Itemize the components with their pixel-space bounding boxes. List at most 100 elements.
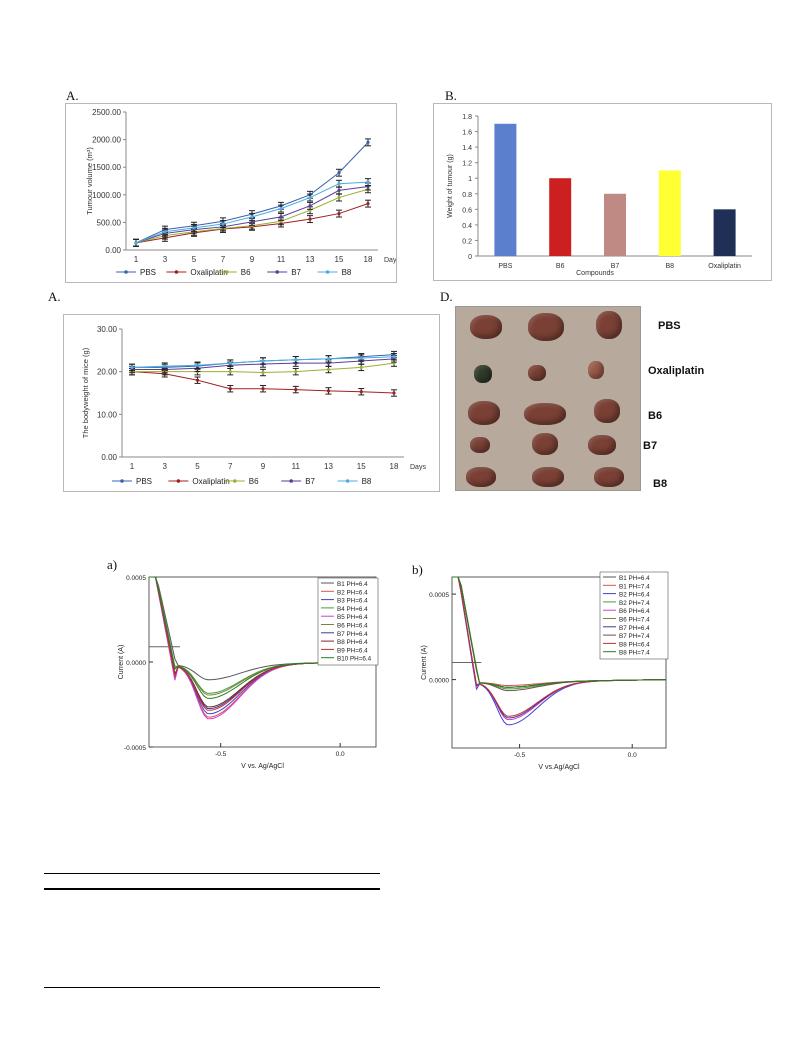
legend-label: B4 PH=6.4 — [337, 606, 368, 613]
y-tick-label: 0.4 — [462, 223, 472, 230]
legend-label: B6 PH=7.4 — [619, 617, 650, 624]
data-point — [337, 182, 341, 186]
x-tick-label: 13 — [324, 462, 333, 471]
y-tick-label: 0.00 — [101, 453, 117, 462]
data-point — [308, 204, 312, 208]
legend-label: B8 PH=6.4 — [619, 641, 650, 648]
data-point — [228, 387, 232, 391]
data-point — [308, 195, 312, 200]
legend-label: B8 PH=6.4 — [337, 639, 368, 646]
data-point — [134, 241, 138, 245]
legend-label: B2 PH=6.4 — [337, 589, 368, 596]
photo-label-b7: B7 — [643, 440, 658, 452]
legend-label: B7 PH=6.4 — [619, 625, 650, 632]
legend-label: Oxaliplatin — [192, 477, 229, 486]
x-tick-label: 13 — [306, 255, 315, 264]
panel-label-cv-a: a) — [107, 557, 118, 572]
legend-label: PBS — [140, 268, 156, 277]
legend-label: B6 — [249, 477, 259, 486]
y-tick-label: 1.6 — [462, 130, 472, 137]
data-point — [163, 230, 167, 234]
x-tick-label: 3 — [163, 255, 168, 264]
table-bottom-rule — [44, 987, 380, 988]
data-point — [261, 359, 265, 363]
legend-marker — [233, 479, 237, 483]
x-axis-label: V vs.Ag/AgCl — [538, 764, 580, 771]
y-tick-label: 30.00 — [97, 325, 118, 334]
data-point — [337, 195, 341, 200]
legend-marker — [345, 479, 350, 483]
legend-box — [317, 577, 379, 666]
x-tick-label: 5 — [192, 255, 197, 264]
legend-label: PBS — [136, 477, 152, 486]
y-tick-label: -0.0005 — [124, 745, 146, 752]
bar-b7 — [604, 193, 626, 256]
y-tick-label: 10.00 — [97, 410, 118, 419]
legend-label: B7 PH=6.4 — [337, 631, 368, 638]
x-tick-label: PBS — [498, 263, 512, 270]
data-point — [279, 207, 283, 211]
legend-label: B8 — [342, 268, 352, 277]
y-tick-label: 20.00 — [97, 368, 118, 377]
panel-label-d: D. — [440, 289, 453, 304]
data-point — [294, 387, 298, 392]
photo-label-oxaliplatin: Oxaliplatin — [648, 365, 705, 377]
legend-label: B7 PH=7.4 — [619, 633, 650, 640]
legend-marker — [120, 479, 124, 483]
data-point — [261, 370, 265, 375]
photo-label-pbs: PBS — [658, 320, 681, 332]
y-tick-label: 0.6 — [462, 207, 472, 214]
y-tick-label: 0.00 — [105, 246, 121, 255]
legend-box — [599, 571, 669, 660]
data-point — [228, 361, 232, 365]
y-axis-label: Current (A) — [421, 645, 428, 680]
y-tick-label: 0.0000 — [126, 660, 146, 667]
legend-marker — [225, 270, 229, 274]
legend-label: B6 — [241, 268, 251, 277]
x-tick-label: 0.0 — [336, 751, 345, 758]
x-tick-label: B7 — [611, 263, 620, 270]
data-point — [366, 180, 370, 184]
x-tick-label: 9 — [250, 255, 255, 264]
y-axis-label: Current (A) — [118, 645, 125, 680]
data-point — [326, 367, 331, 372]
data-point — [308, 217, 312, 221]
x-tick-label: B6 — [556, 263, 565, 270]
x-tick-label: Oxaliplatin — [708, 263, 741, 270]
panel-label-a-bottom: A. — [48, 289, 61, 304]
cv-curve — [452, 576, 666, 688]
y-tick-label: 1 — [468, 176, 472, 183]
table-top-rule — [44, 873, 380, 874]
data-point — [337, 188, 341, 192]
data-point — [228, 370, 232, 374]
y-tick-label: 2500.00 — [92, 108, 121, 117]
legend-label: Oxaliplatin — [190, 268, 227, 277]
bar-oxaliplatin — [713, 209, 736, 256]
x-tick-label: 15 — [335, 255, 344, 264]
x-tick-label: 18 — [364, 255, 373, 264]
data-point — [337, 211, 341, 216]
cv-chart-a: -0.0005 0.0000 0.0005 -0.5 0.0 V vs. Ag/AgCl C… — [118, 575, 379, 770]
y-tick-label: 2000.00 — [92, 136, 121, 145]
x-tick-label: 0.0 — [628, 752, 637, 759]
legend-label: B9 PH=6.4 — [337, 647, 368, 654]
x-tick-label: 9 — [261, 462, 266, 471]
x-axis-label: Days — [384, 257, 396, 264]
legend-label: B1 PH=6.4 — [619, 575, 650, 582]
legend-marker — [325, 270, 330, 274]
legend-marker — [124, 270, 128, 274]
legend-label: B10 PH=6.4 — [337, 656, 372, 663]
y-axis-label: Weight of tumour (g) — [447, 154, 454, 218]
legend-label: B5 PH=6.4 — [337, 614, 368, 621]
tumour-weight-chart: 0 0.2 0.4 0.6 0.8 1 1.2 1.4 1.6 1.8 PBS B6 B7 B8 Oxali… — [433, 103, 772, 281]
cv-chart-b: 0.0000 0.0005 -0.5 0.0 V vs.Ag/AgCl Current (… — [421, 571, 669, 771]
y-tick-label: 1000.00 — [92, 191, 121, 200]
y-tick-label: 1.2 — [462, 161, 472, 168]
data-point — [192, 226, 196, 230]
data-point — [392, 355, 396, 359]
data-point — [359, 390, 363, 394]
data-point — [163, 364, 167, 368]
x-axis-label: Compounds — [576, 270, 614, 277]
